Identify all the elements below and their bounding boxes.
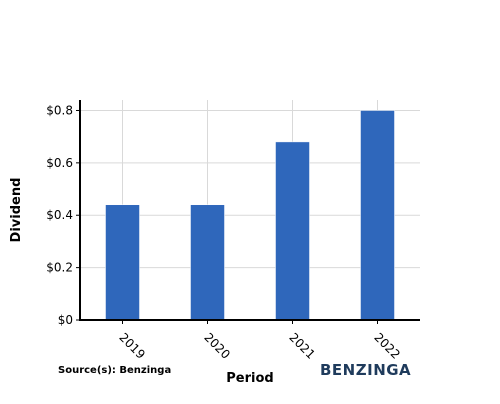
- x-tick-labels: 2019 2020 2021 2022: [116, 330, 402, 361]
- y-tick-label: $0: [58, 313, 73, 327]
- bar-2022: [360, 110, 395, 321]
- y-tick-label: $0.2: [46, 261, 73, 275]
- bar-2021: [275, 141, 310, 321]
- y-tick-labels: $0 $0.2 $0.4 $0.6 $0.8: [46, 103, 73, 327]
- bar-2019: [105, 204, 140, 321]
- y-tick-label: $0.6: [46, 156, 73, 170]
- bar-2020: [190, 204, 225, 321]
- y-tick-label: $0.8: [46, 103, 73, 117]
- x-axis-title: Period: [226, 371, 273, 386]
- y-axis-title: Dividend: [9, 178, 24, 243]
- x-tick-label: 2020: [201, 330, 232, 361]
- x-tick-label: 2021: [286, 330, 317, 361]
- bar-layer: [105, 110, 395, 321]
- benzinga-logo: BENZINGA: [320, 361, 411, 379]
- y-tick-label: $0.4: [46, 208, 73, 222]
- source-note: Source(s): Benzinga: [58, 365, 171, 376]
- x-tick-label: 2019: [116, 330, 147, 361]
- x-tick-label: 2022: [371, 330, 402, 361]
- axis-layer: [76, 100, 420, 324]
